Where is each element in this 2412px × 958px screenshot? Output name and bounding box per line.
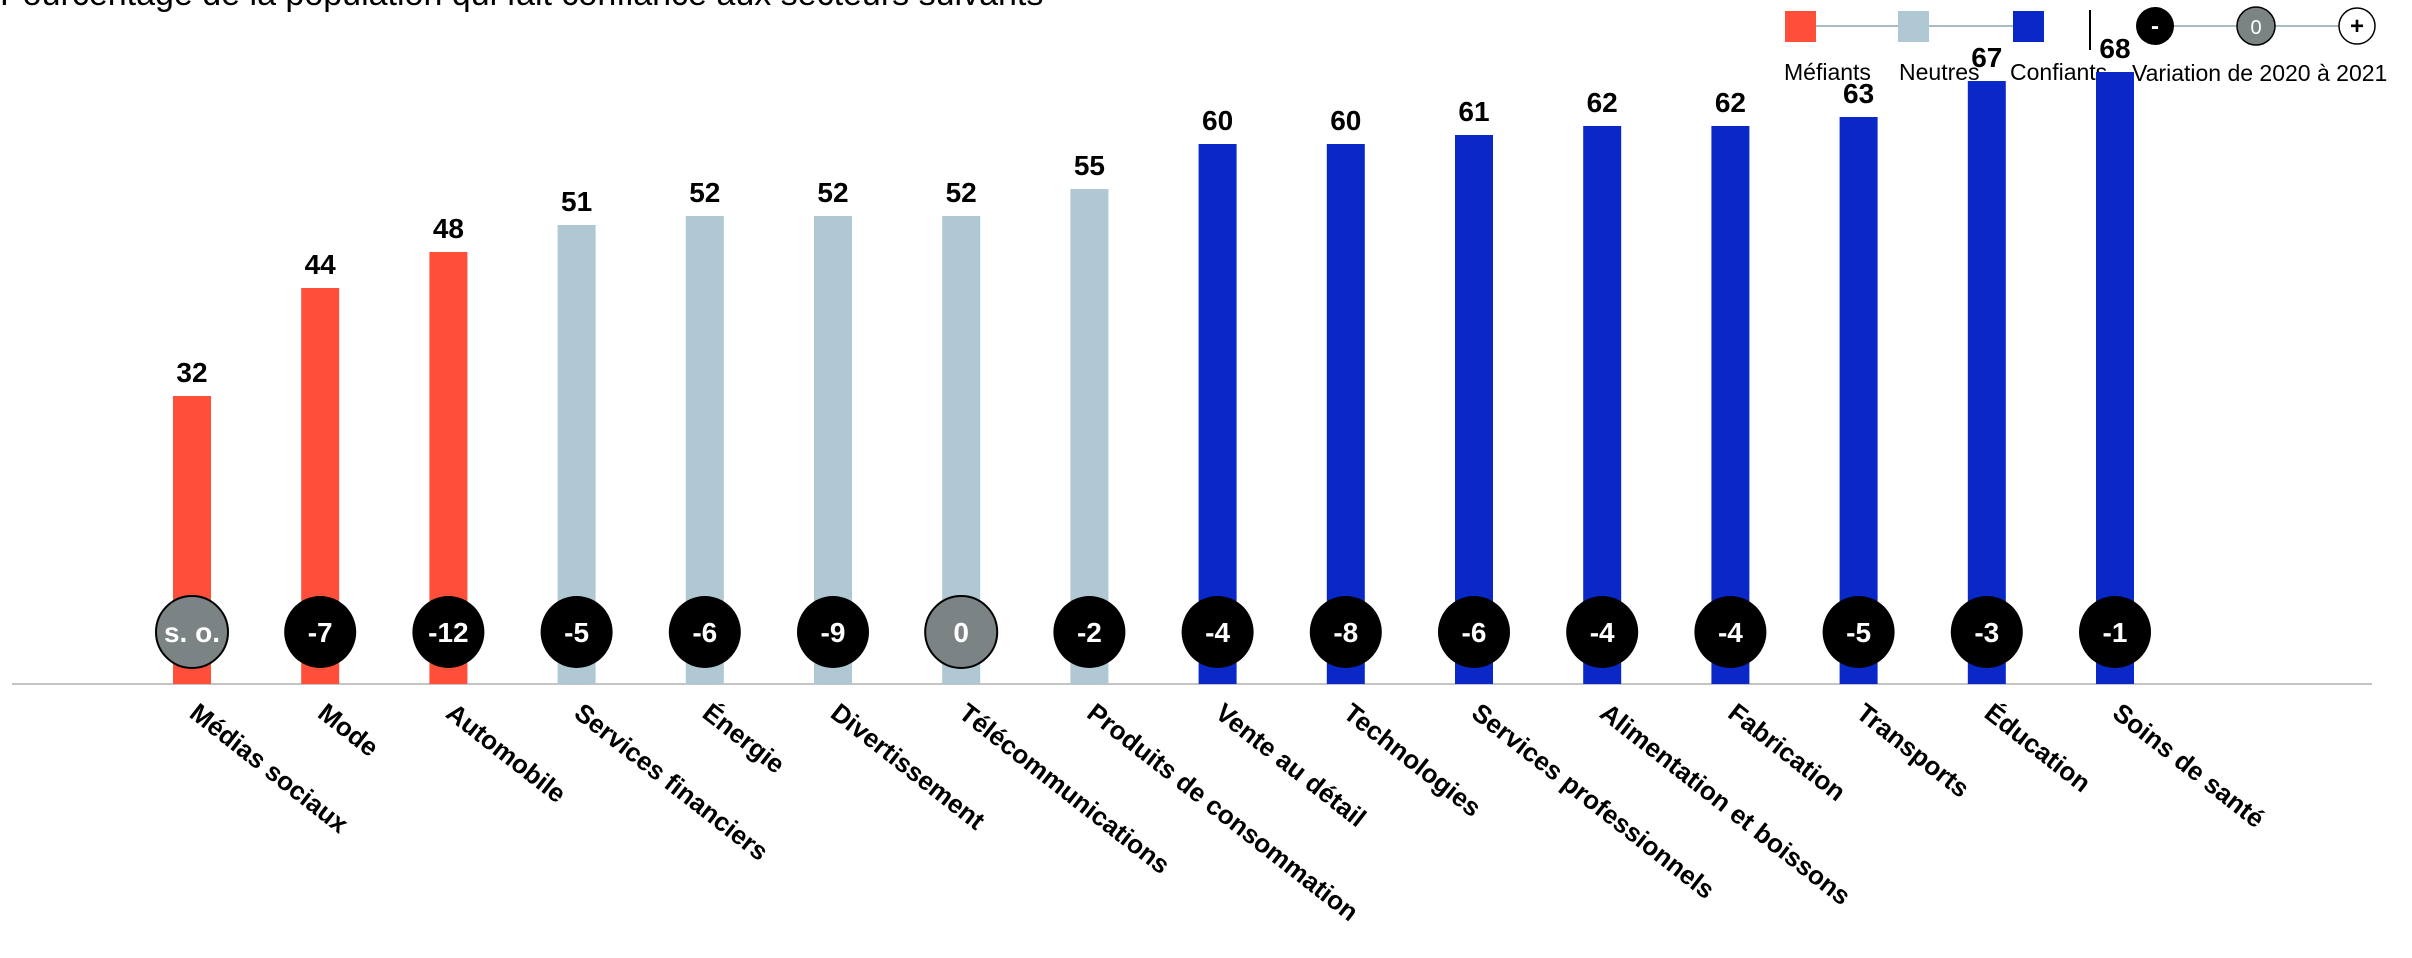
legend-swatch-neutres (1898, 11, 1929, 42)
category-label-11: Alimentation et boissons (1595, 697, 1857, 911)
bar-15 (2096, 72, 2134, 684)
legend-swatch-confiants (2013, 11, 2044, 42)
change-label-12: -4 (1718, 617, 1743, 648)
value-label-9: 60 (1330, 105, 1361, 136)
value-label-2: 48 (433, 213, 464, 244)
change-label-5: -9 (821, 617, 846, 648)
bar-9 (1326, 144, 1365, 684)
legend-label-variation: Variation de 2020 à 2021 (2132, 60, 2388, 86)
change-circle-10 (1438, 596, 1510, 668)
change-circle-5 (797, 596, 869, 668)
category-label-13: Transports (1851, 697, 1975, 803)
legend-graphics: - 0 + (1785, 6, 2376, 50)
change-circle-11 (1566, 596, 1639, 668)
bar-8 (1198, 144, 1237, 684)
change-circle-2 (412, 596, 485, 668)
value-label-13: 63 (1843, 78, 1874, 109)
value-label-7: 55 (1074, 150, 1105, 181)
category-label-1: Mode (313, 697, 385, 762)
change-label-6: 0 (953, 617, 969, 648)
variation-marker-neutral (2236, 6, 2276, 46)
category-label-15: Soins de santé (2107, 697, 2270, 834)
value-label-10: 61 (1458, 96, 1489, 127)
change-label-9: -8 (1333, 617, 1358, 648)
change-circle-1 (284, 596, 357, 668)
change-circle-15 (2079, 596, 2151, 668)
change-circle-6 (924, 595, 999, 669)
value-label-12: 62 (1715, 87, 1746, 118)
legend-label-neutres: Neutres (1899, 59, 1980, 85)
change-circle-0 (155, 595, 229, 669)
value-label-14: 67 (1971, 42, 2002, 73)
bar-11 (1583, 126, 1622, 684)
variation-marker-positive (2338, 7, 2376, 45)
value-label-5: 52 (817, 177, 848, 208)
legend-label-mefiants: Méfiants (1784, 59, 1871, 85)
value-label-3: 51 (561, 186, 592, 217)
value-label-11: 62 (1587, 87, 1618, 118)
change-label-2: -12 (428, 617, 468, 648)
change-label-7: -2 (1077, 617, 1102, 648)
change-label-14: -3 (1974, 617, 1999, 648)
bar-10 (1455, 135, 1493, 684)
change-label-8: -4 (1205, 617, 1230, 648)
change-label-15: -1 (2103, 617, 2128, 648)
change-circle-13 (1822, 596, 1895, 668)
category-label-7: Produits de consommation (1082, 697, 1365, 927)
value-label-0: 32 (176, 357, 207, 388)
bars-layer: 32s. o.Médias sociaux44-7Mode48-12Automo… (155, 33, 2270, 927)
change-label-11: -4 (1590, 617, 1615, 648)
bar-12 (1711, 126, 1750, 684)
change-label-10: -6 (1462, 617, 1487, 648)
change-circle-8 (1181, 596, 1254, 668)
change-label-3: -5 (564, 617, 589, 648)
value-label-4: 52 (689, 177, 720, 208)
change-circle-7 (1053, 596, 1126, 668)
value-label-15: 68 (2099, 33, 2130, 64)
value-label-6: 52 (946, 177, 977, 208)
change-label-4: -6 (692, 617, 717, 648)
bar-14 (1967, 81, 2006, 684)
chart-title: Pourcentage de la population qui fait co… (0, 0, 1043, 14)
category-label-2: Automobile (441, 697, 572, 809)
change-circle-3 (540, 596, 613, 668)
variation-marker-negative (2136, 7, 2174, 45)
change-label-1: -7 (308, 617, 333, 648)
category-label-10: Services professionnels (1466, 697, 1720, 905)
category-label-6: Télécommunications (954, 697, 1176, 880)
change-circle-9 (1309, 596, 1382, 668)
category-label-14: Éducation (1979, 697, 2097, 798)
variation-symbol-negative: - (2151, 13, 2159, 40)
legend-swatch-mefiants (1785, 11, 1816, 42)
legend-label-confiants: Confiants (2010, 59, 2108, 85)
bar-13 (1839, 117, 1878, 684)
change-circle-12 (1694, 596, 1767, 668)
change-label-13: -5 (1846, 617, 1871, 648)
change-circle-4 (668, 596, 741, 668)
value-label-8: 60 (1202, 105, 1233, 136)
change-label-0: s. o. (164, 617, 220, 648)
value-label-1: 44 (305, 249, 337, 280)
category-label-4: Énergie (697, 697, 791, 779)
variation-symbol-positive: + (2350, 13, 2364, 40)
category-label-12: Fabrication (1723, 697, 1852, 807)
variation-symbol-neutral: 0 (2250, 17, 2261, 39)
change-circle-14 (1950, 596, 2023, 668)
